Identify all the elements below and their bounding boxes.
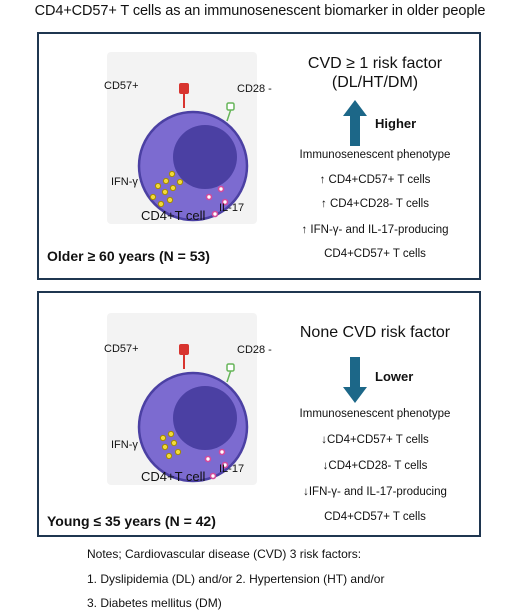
phenotype-line: CD4+CD57+ T cells <box>324 511 426 523</box>
cd28-receptor-icon <box>226 363 235 372</box>
t-cell-svg <box>137 83 249 222</box>
phenotype-line: ↓IFN-γ- and IL-17-producing <box>303 486 447 498</box>
il17-dots <box>204 448 229 480</box>
age-group-label: Young ≤ 35 years (N = 42) <box>47 513 216 529</box>
phenotype-line: ↓CD4+CD57+ T cells <box>321 434 429 446</box>
risk-summary: CVD ≥ 1 risk factor (DL/HT/DM) Higher Im… <box>275 34 475 278</box>
phenotype-line: ↑ CD4+CD57+ T cells <box>319 174 431 186</box>
down-arrow-icon <box>343 357 367 403</box>
cd28-receptor-icon <box>226 102 235 111</box>
t-cell-nucleus <box>173 386 237 450</box>
cd57-label: CD57+ <box>104 80 139 92</box>
direction-label: Lower <box>375 369 414 384</box>
cd28-stalk <box>226 369 232 383</box>
young-group-panel: CD57+ CD28 - IFN-γ IL-17 CD4+T cell Youn… <box>37 291 481 537</box>
phenotype-line: ↑ CD4+CD28- T cells <box>321 198 429 210</box>
cell-illustration: CD57+ CD28 - IFN-γ IL-17 <box>104 313 272 485</box>
cd57-label: CD57+ <box>104 343 139 355</box>
ifn-dots <box>149 170 184 208</box>
older-group-panel: CD57+ CD28 - IFN-γ IL-17 CD4+T cell Olde… <box>37 32 481 280</box>
up-arrow-icon <box>343 100 367 146</box>
age-group-label: Older ≥ 60 years (N = 53) <box>47 248 210 264</box>
notes-heading: Notes; Cardiovascular disease (CVD) 3 ri… <box>87 547 362 561</box>
risk-title: CVD ≥ 1 risk factor (DL/HT/DM) <box>307 55 443 91</box>
phenotype-heading: Immunosenescent phenotype <box>299 408 451 420</box>
ifn-gamma-label: IFN-γ <box>111 439 138 451</box>
cell-type-label: CD4+T cell <box>141 208 206 223</box>
cd28-label: CD28 - <box>237 344 272 356</box>
risk-title: None CVD risk factor <box>299 324 451 341</box>
cell-illustration: CD57+ CD28 - IFN-γ IL-17 <box>104 52 272 224</box>
il17-label: IL-17 <box>219 463 245 475</box>
ifn-dots <box>159 430 182 460</box>
ifn-gamma-label: IFN-γ <box>111 176 138 188</box>
phenotype-line: ↓CD4+CD28- T cells <box>322 460 428 472</box>
cd28-label: CD28 - <box>237 83 272 95</box>
risk-summary: None CVD risk factor Lower Immunosenesce… <box>275 293 475 535</box>
notes-line: 3. Diabetes mellitus (DM) <box>87 596 222 610</box>
cd28-stalk <box>226 108 232 122</box>
il17-dots <box>205 185 229 218</box>
phenotype-line: CD4+CD57+ T cells <box>324 248 426 260</box>
cd57-receptor-icon <box>179 83 189 94</box>
cd57-receptor-icon <box>179 344 189 355</box>
figure-title: CD4+CD57+ T cells as an immunosenescent … <box>34 3 486 19</box>
il17-label: IL-17 <box>219 202 245 214</box>
t-cell-svg <box>137 344 249 483</box>
phenotype-heading: Immunosenescent phenotype <box>299 149 451 161</box>
phenotype-line: ↑ IFN-γ- and IL-17-producing <box>301 224 449 236</box>
direction-label: Higher <box>375 116 417 131</box>
cell-type-label: CD4+T cell <box>141 469 206 484</box>
notes-line: 1. Dyslipidemia (DL) and/or 2. Hypertens… <box>87 572 385 586</box>
t-cell-nucleus <box>173 125 237 189</box>
